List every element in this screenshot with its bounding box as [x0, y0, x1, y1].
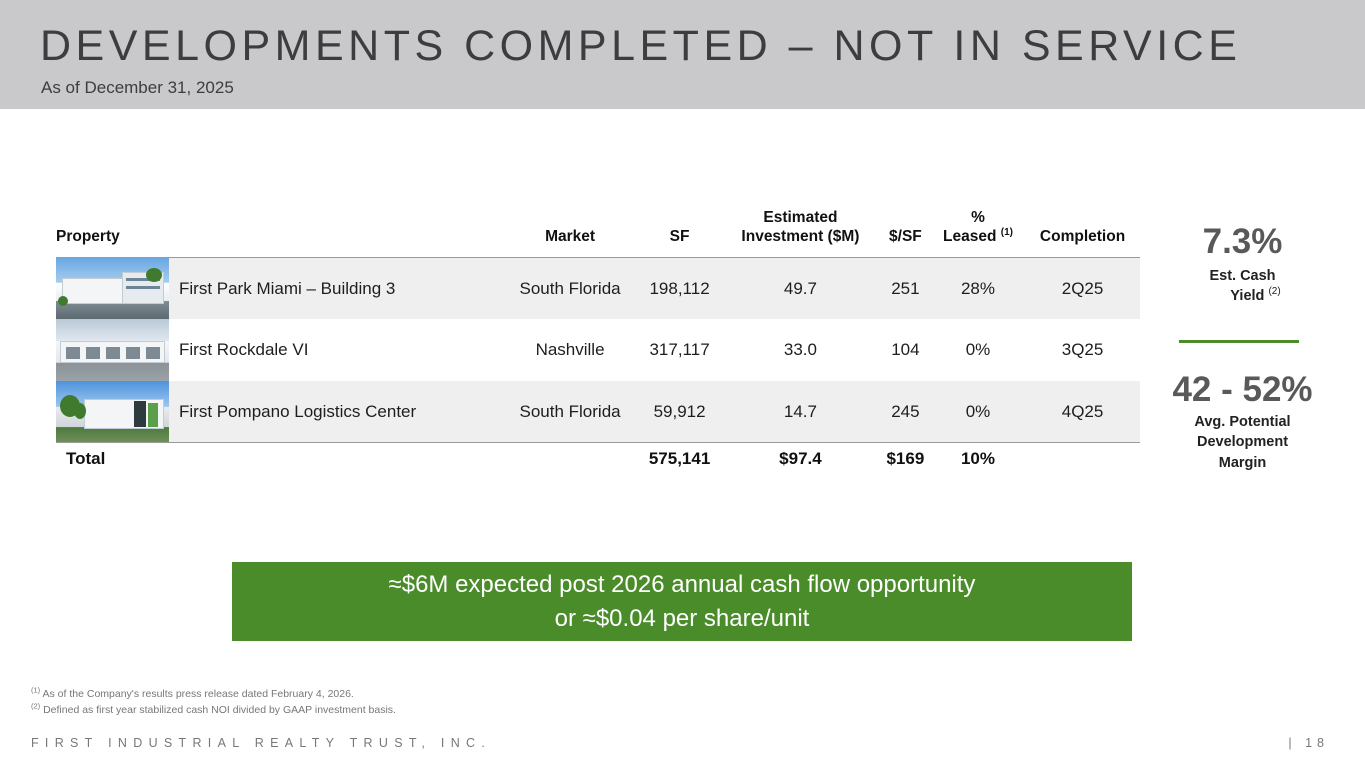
green-divider: [1179, 340, 1299, 343]
page-title: DEVELOPMENTS COMPLETED – NOT IN SERVICE: [40, 22, 1242, 70]
property-name: First Rockdale VI: [179, 340, 309, 359]
total-completion-cell: [1025, 443, 1140, 475]
yield-stat: 7.3% Est. Cash Yield (2): [1160, 222, 1325, 307]
col-header-price-per-sf: $/SF: [889, 228, 922, 246]
sf-cell: 317,117: [649, 340, 710, 359]
cash-flow-callout: ≈$6M expected post 2026 annual cash flow…: [232, 562, 1132, 641]
margin-stat: 42 - 52% Avg. Potential Development Marg…: [1160, 370, 1325, 473]
footnote-2-mark: (2): [31, 701, 41, 711]
col-header-investment: Estimated Investment ($M): [721, 208, 880, 257]
page-number: 18: [1305, 736, 1329, 750]
footnotes: (1) As of the Company's results press re…: [31, 686, 396, 718]
col-header-sf: SF: [669, 228, 690, 246]
callout-line1: ≈$6M expected post 2026 annual cash flow…: [388, 571, 976, 598]
margin-label: Avg. Potential Development Margin: [1160, 412, 1325, 473]
col-header-investment-line1: Estimated: [763, 209, 838, 226]
price-per-sf-cell: 104: [891, 340, 920, 359]
property-photo-cell: [56, 319, 169, 381]
total-investment: $97.4: [779, 449, 822, 468]
table-row: First Park Miami – Building 3 South Flor…: [56, 257, 1140, 320]
col-header-property: Property: [56, 228, 120, 246]
investment-cell: 14.7: [783, 401, 817, 421]
col-header-leased: % Leased (1): [931, 208, 1025, 257]
page-subtitle: As of December 31, 2025: [41, 78, 234, 97]
completion-cell: 3Q25: [1061, 340, 1104, 359]
col-header-completion: Completion: [1039, 228, 1126, 246]
completion-cell: 2Q25: [1061, 278, 1104, 298]
property-photo: [56, 380, 169, 443]
total-row: Total 575,141 $97.4 $169 10%: [56, 443, 1140, 475]
footnote-1-mark: (1): [31, 685, 41, 695]
margin-value: 42 - 52%: [1172, 370, 1313, 409]
developments-table: Property Market SF Estimated Investment …: [56, 208, 1140, 475]
leased-cell: 0%: [965, 340, 991, 359]
total-leased: 10%: [960, 449, 995, 468]
market-cell: South Florida: [519, 401, 621, 421]
margin-label-line3: Margin: [1218, 454, 1267, 471]
col-header-leased-line2: Leased: [943, 228, 997, 246]
completion-cell: 4Q25: [1061, 401, 1104, 421]
callout-line2: or ≈$0.04 per share/unit: [554, 605, 810, 632]
footnote-marker: (1): [1000, 227, 1013, 239]
property-name: First Pompano Logistics Center: [179, 401, 417, 421]
price-per-sf-cell: 251: [891, 278, 920, 298]
margin-label-line2: Development: [1196, 434, 1289, 451]
page-number-block: | 18: [1288, 736, 1329, 750]
page-separator: |: [1288, 736, 1297, 750]
footnote-2: (2) Defined as first year stabilized cas…: [31, 702, 396, 718]
yield-footnote-marker: (2): [1268, 286, 1281, 298]
total-price-per-sf: $169: [886, 449, 925, 468]
sf-cell: 59,912: [653, 401, 706, 421]
total-sf: 575,141: [648, 449, 711, 468]
price-per-sf-cell: 245: [891, 401, 920, 421]
market-cell: Nashville: [535, 340, 605, 359]
leased-cell: 28%: [960, 278, 995, 298]
total-market-cell: [502, 443, 638, 475]
margin-label-line1: Avg. Potential: [1194, 414, 1291, 430]
table-row: First Pompano Logistics Center South Flo…: [56, 380, 1140, 443]
footnote-2-text: Defined as first year stabilized cash NO…: [43, 704, 396, 716]
yield-label-line1: Est. Cash: [1209, 268, 1276, 284]
property-photo: [56, 257, 169, 320]
sf-cell: 198,112: [649, 278, 710, 298]
table-header-row: Property Market SF Estimated Investment …: [56, 208, 1140, 258]
header-band: DEVELOPMENTS COMPLETED – NOT IN SERVICE …: [0, 0, 1365, 109]
investment-cell: 49.7: [783, 278, 817, 298]
yield-label-line2: Yield: [1230, 288, 1265, 305]
property-photo-cell: [56, 257, 169, 320]
yield-label: Est. Cash Yield (2): [1160, 266, 1325, 307]
property-name: First Park Miami – Building 3: [179, 278, 396, 298]
property-photo-cell: [56, 380, 169, 443]
col-header-leased-line1: %: [971, 209, 985, 226]
investment-cell: 33.0: [783, 340, 817, 359]
col-header-investment-line2: Investment ($M): [741, 228, 860, 246]
footnote-1-text: As of the Company's results press releas…: [42, 688, 354, 700]
footnote-1: (1) As of the Company's results press re…: [31, 686, 396, 702]
total-label: Total: [66, 449, 106, 468]
table-row: First Rockdale VI Nashville 317,117 33.0…: [56, 319, 1140, 381]
col-header-market: Market: [545, 228, 596, 246]
leased-cell: 0%: [965, 401, 991, 421]
yield-value: 7.3%: [1202, 222, 1283, 261]
market-cell: South Florida: [519, 278, 621, 298]
property-photo: [56, 319, 169, 381]
company-name: FIRST INDUSTRIAL REALTY TRUST, INC.: [31, 736, 492, 750]
